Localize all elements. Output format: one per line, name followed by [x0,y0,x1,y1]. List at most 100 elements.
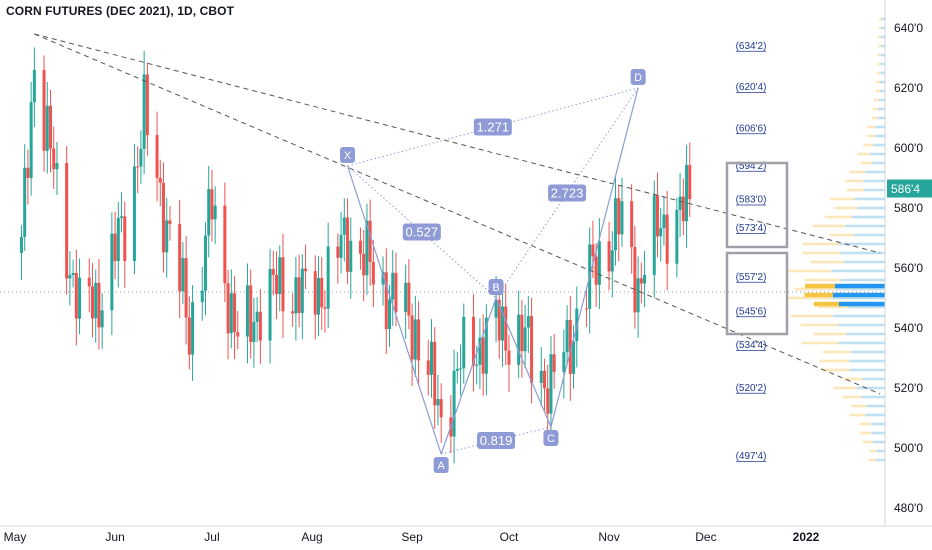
vp-bar-up [849,413,866,417]
price-axis[interactable]: 480'0 500'0 520'0 540'0 560'0 580'0 600'0 620'0… [884,0,932,526]
candle-body [584,308,588,310]
candle-body [568,319,572,374]
pattern-leg[interactable] [550,87,639,428]
vp-bar-down [839,251,885,255]
candle-body [462,316,466,369]
candle-body [223,205,227,284]
candle-body [323,307,327,309]
candle-body [659,228,663,237]
vp-bar-up [802,251,840,255]
candle-body [475,364,479,366]
candle-body [358,240,362,254]
candle-body [255,311,259,322]
candle-body [281,257,285,312]
candle-body [42,69,46,151]
candle-body [678,196,682,210]
ratio-label: 0.819 [480,433,513,448]
vp-bar-up [824,215,852,219]
vp-bar-down [838,323,885,327]
vp-bar-down [881,26,885,30]
candle-body [662,214,666,229]
pattern-leg[interactable] [495,297,552,428]
candle-body [165,220,169,253]
candle-body [368,220,372,263]
candle-body [471,316,475,366]
candle-body [55,163,59,170]
time-tick-label: May [4,530,27,544]
vp-bar-up [877,62,881,66]
fib-level-label: (573'4) [736,223,767,234]
vp-bar-down [865,413,885,417]
candle-body [236,332,240,337]
highlight-boxes [725,161,789,336]
candle-body [210,189,214,220]
vp-bar-down [856,386,885,390]
vp-bar-up [878,17,882,21]
ratio-label-box [473,118,512,136]
fib-level-label: (620'4) [736,82,767,93]
vp-bar-down [875,125,885,129]
price-tick-label: 480'0 [894,501,923,515]
candle-body [552,354,556,372]
vp-bar-up [843,377,863,381]
vp-bar-down [875,134,885,138]
candle-body [336,246,340,258]
vp-bar-down [833,314,885,318]
fib-level-label: (534'4) [736,340,767,351]
vp-bar-down [831,269,885,273]
candle-body [97,282,101,328]
pattern-leg[interactable] [346,165,442,455]
candle-body [504,306,508,351]
candle-body [113,233,117,262]
ratio-label: 2.723 [551,186,584,201]
trendline[interactable] [34,33,881,254]
candle-body [436,399,440,406]
vp-bar-up [812,224,846,228]
vp-bar-up [863,143,874,147]
time-tick-label: Nov [598,530,619,544]
price-tick-label: 560'0 [894,261,923,275]
pattern-leg[interactable] [440,297,497,455]
candle-body [300,268,304,313]
candle-body [291,311,295,314]
time-tick-label: Sep [401,530,423,544]
candle-body [271,269,275,275]
vp-bar-up [860,431,872,435]
candle-body [123,216,127,262]
time-axis[interactable]: May Jun Jul Aug Sep Oct Nov Dec 2022 [0,525,932,544]
candle-body [71,272,75,276]
candle-body [100,310,104,328]
candle-body [168,220,172,224]
candle-body [452,370,456,437]
point-label-box [488,279,504,295]
candle-body [665,214,669,264]
vp-bar-up [842,395,862,399]
vp-bar-up [876,89,881,93]
candle-body [630,201,634,248]
point-label-box [433,457,449,473]
vp-bar-down [880,89,885,93]
vp-bar-down [869,152,885,156]
candle-body [349,240,353,272]
vp-bar-up [868,458,876,462]
candle-body [594,256,598,285]
vp-bar-up [862,440,873,444]
candle-body [610,250,614,272]
candle-body [19,236,23,253]
highlight-box-lower [725,251,789,336]
candle-body [116,217,120,262]
candle-body [45,105,49,151]
candle-body [320,277,324,308]
candle-body [439,399,443,418]
ratio-label: 1.271 [477,120,510,135]
vp-bar-down [863,179,885,183]
candle-body [275,274,279,295]
vp-bar-down [848,305,885,309]
candle-body [685,165,689,222]
harmonic-pattern[interactable]: 1.271 0.527 2.723 0.819 X A B C D [340,69,646,473]
price-tick-label: 620'0 [894,81,923,95]
candle-body [391,272,395,300]
vp-bar-down [838,341,885,345]
volume-profile [786,17,885,462]
